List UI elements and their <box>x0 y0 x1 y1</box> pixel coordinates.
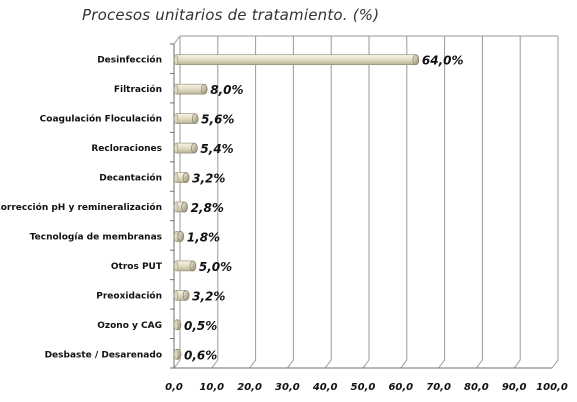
bar-body <box>175 83 205 95</box>
data-label: 5,6% <box>201 113 234 127</box>
bar-start-cap <box>173 201 179 213</box>
data-label: 64,0% <box>422 54 464 68</box>
x-tick-label: 10,0 <box>199 382 224 393</box>
data-labels: 64,0% 8,0% 5,6% 5,4% 3,2% 2,8% 1,8% 5,0% 3,2% 0,5… <box>184 54 464 363</box>
bar <box>173 142 198 154</box>
bar <box>173 113 199 124</box>
gridline <box>513 36 521 369</box>
x-tick-label: 0,0 <box>165 382 183 393</box>
y-axis-depth-edge <box>173 35 181 45</box>
gridline <box>400 36 408 369</box>
data-label: 1,8% <box>187 230 220 244</box>
category-label: Otros PUT <box>111 262 163 272</box>
bar <box>173 201 188 213</box>
x-tick-label: 80,0 <box>464 382 489 393</box>
x-tick-label: 30,0 <box>275 382 300 393</box>
bars <box>173 54 420 360</box>
bar-cap <box>200 83 208 95</box>
bar-start-cap <box>173 260 179 272</box>
category-label: Preoxidación <box>96 290 162 301</box>
bar <box>173 231 185 242</box>
data-label: 5,0% <box>199 260 232 274</box>
gridline <box>211 36 219 369</box>
gridline <box>249 36 257 369</box>
bar-start-cap <box>173 54 179 65</box>
bar-cap <box>182 290 190 301</box>
category-label: Coagulación Floculación <box>40 114 162 125</box>
category-label: Ozono y CAG <box>97 321 162 331</box>
bar-start-cap <box>173 142 179 154</box>
data-label: 0,6% <box>184 348 217 362</box>
category-label: Desinfección <box>97 55 162 66</box>
category-labels: Desinfección Filtración Coagulación Flocul… <box>0 55 163 361</box>
bar-start-cap <box>173 113 179 124</box>
bar-start-cap <box>173 290 179 301</box>
bar <box>173 172 190 183</box>
data-label: 5,4% <box>200 142 233 156</box>
x-tick-label: 70,0 <box>426 382 451 393</box>
category-label: Corrección pH y remineralización <box>0 202 162 213</box>
gridline <box>286 36 294 369</box>
data-label: 8,0% <box>210 83 243 97</box>
bar-cap <box>177 231 185 242</box>
x-tick-label: 60,0 <box>388 382 413 393</box>
bar-start-cap <box>173 172 179 183</box>
x-tick-label: 20,0 <box>237 382 262 393</box>
category-label: Tecnología de membranas <box>30 232 162 242</box>
bar-start-cap <box>173 83 179 95</box>
x-tick-labels: 0,0 10,0 20,0 30,0 40,0 50,0 60,0 70,0 80,0 90,0 1… <box>165 382 568 393</box>
bar <box>173 319 182 331</box>
gridline <box>551 36 559 369</box>
bar-cap <box>191 142 198 154</box>
gridline <box>438 36 446 369</box>
bar <box>173 290 190 301</box>
bar-start-cap <box>173 231 179 242</box>
bar-start-cap <box>173 319 179 331</box>
bar-body <box>175 54 417 66</box>
bar-start-cap <box>173 349 179 360</box>
x-tick-label: 90,0 <box>502 382 527 393</box>
category-label: Recloraciones <box>91 144 162 154</box>
x-tick-label: 50,0 <box>351 382 376 393</box>
x-tick-label: 40,0 <box>312 382 338 393</box>
category-label: Desbaste / Desarenado <box>45 350 162 360</box>
bar <box>173 83 208 95</box>
data-label: 3,2% <box>192 172 225 186</box>
chart-title: Procesos unitarios de tratamiento. (%) <box>82 6 380 24</box>
category-label: Filtración <box>114 84 162 95</box>
data-label: 0,5% <box>184 319 217 333</box>
gridline <box>475 36 483 369</box>
data-label: 3,2% <box>192 289 225 303</box>
bar <box>173 260 197 272</box>
bar-cap <box>181 201 188 213</box>
bar-cap <box>412 54 420 66</box>
x-tick-label: 100,0 <box>536 382 568 393</box>
gridline <box>362 36 370 369</box>
gridline <box>324 36 332 369</box>
bar-cap <box>182 172 190 183</box>
bar <box>173 54 420 66</box>
category-label: Decantación <box>99 173 162 184</box>
bar-cap <box>191 113 199 124</box>
data-label: 2,8% <box>191 201 224 215</box>
bar-cap <box>189 260 197 272</box>
bar <box>173 348 182 360</box>
